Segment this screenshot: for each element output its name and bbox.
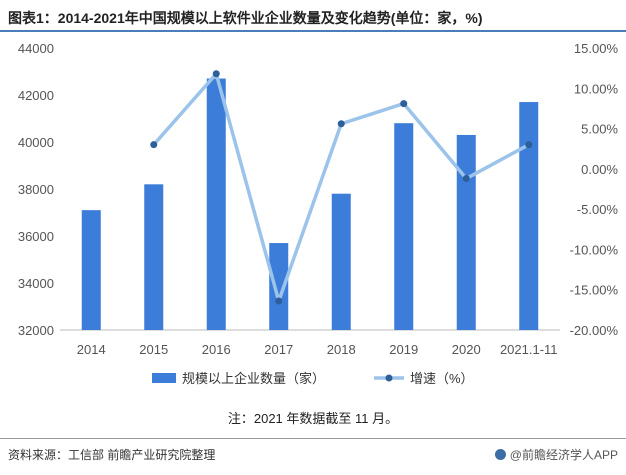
right-tick-label: -10.00%	[570, 242, 619, 257]
bar-series	[81, 78, 539, 330]
line-point	[212, 70, 220, 78]
left-tick-label: 36000	[18, 229, 54, 244]
x-tick-label: 2019	[389, 342, 418, 357]
left-tick-label: 38000	[18, 182, 54, 197]
line-point	[337, 120, 345, 128]
x-axis: 2014 2015 2016 2017 2018 2019 2020 2021.1-11	[77, 342, 558, 357]
left-tick-label: 40000	[18, 135, 54, 150]
bar	[331, 193, 351, 330]
left-tick-label: 44000	[18, 41, 54, 56]
left-tick-label: 34000	[18, 276, 54, 291]
brand-logo-icon	[494, 449, 506, 460]
line-point	[275, 297, 283, 305]
x-tick-label: 2020	[452, 342, 481, 357]
line-point	[400, 100, 408, 108]
bar	[456, 134, 476, 330]
line-point	[462, 175, 470, 183]
right-tick-label: 10.00%	[574, 81, 619, 96]
legend: 规模以上企业数量（家） 增速（%）	[152, 371, 474, 386]
right-tick-label: 0.00%	[581, 162, 618, 177]
left-tick-label: 42000	[18, 88, 54, 103]
left-axis: 32000 34000 36000 38000 40000 42000 44000	[18, 41, 54, 338]
growth-line-series	[150, 70, 533, 305]
bar	[394, 123, 414, 330]
bar	[519, 102, 539, 330]
brand-text: @前瞻经济学人APP	[509, 448, 618, 462]
bar	[206, 78, 226, 330]
left-tick-label: 32000	[18, 323, 54, 338]
right-tick-label: -5.00%	[577, 202, 619, 217]
x-tick-label: 2017	[264, 342, 293, 357]
legend-label-bar: 规模以上企业数量（家）	[182, 371, 325, 386]
x-tick-label: 2021.1-11	[500, 342, 558, 357]
footer-divider	[0, 438, 626, 439]
bar	[81, 210, 101, 330]
chart-canvas: 32000 34000 36000 38000 40000 42000 44000 -20.…	[18, 41, 619, 386]
x-tick-label: 2014	[77, 342, 106, 357]
bar	[269, 243, 289, 330]
title-divider	[0, 30, 626, 32]
right-tick-label: -15.00%	[570, 283, 619, 298]
right-tick-label: 15.00%	[574, 41, 619, 56]
brand-label: @前瞻经济学人APP	[494, 446, 618, 463]
x-tick-label: 2018	[327, 342, 356, 357]
footnote: 注：2021 年数据截至 11 月。	[227, 411, 399, 426]
right-tick-label: -20.00%	[570, 323, 619, 338]
chart-title: 图表1：2014-2021年中国规模以上软件业企业数量及变化趋势(单位：家，%)	[8, 10, 483, 26]
legend-swatch-bar	[152, 373, 176, 383]
right-axis: -20.00% -15.00% -10.00% -5.00% 0.00% 5.00% 10.…	[570, 41, 619, 338]
legend-label-line: 增速（%）	[410, 371, 474, 386]
legend-swatch-point	[385, 374, 393, 382]
bar	[144, 184, 164, 330]
line-point	[525, 141, 533, 149]
source-text: 资料来源：工信部 前瞻产业研究院整理	[8, 448, 216, 462]
right-tick-label: 5.00%	[581, 122, 618, 137]
x-tick-label: 2015	[139, 342, 168, 357]
x-tick-label: 2016	[202, 342, 231, 357]
line-point	[150, 141, 158, 149]
